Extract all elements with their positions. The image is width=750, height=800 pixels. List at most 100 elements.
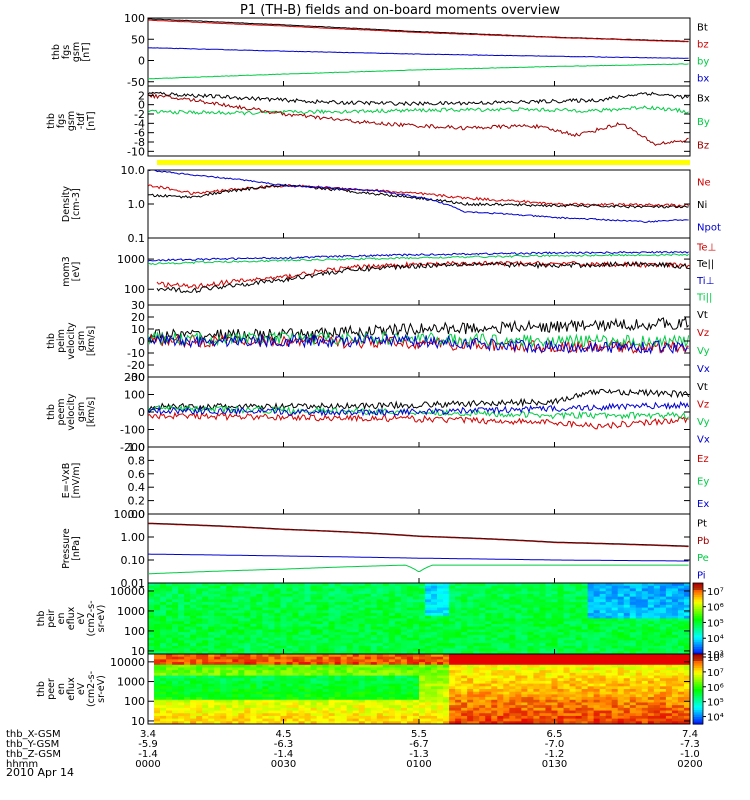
spec-cell bbox=[220, 656, 227, 660]
spec-cell bbox=[617, 667, 625, 671]
spec-cell bbox=[425, 648, 432, 652]
spec-cell bbox=[443, 662, 450, 666]
spec-cell bbox=[593, 621, 601, 625]
spec-cell bbox=[304, 672, 312, 677]
spec-cell bbox=[202, 618, 209, 622]
spec-cell bbox=[412, 648, 420, 652]
spec-cell bbox=[611, 702, 619, 706]
spec-cell bbox=[449, 699, 456, 704]
spec-cell bbox=[467, 721, 474, 724]
spec-cell bbox=[527, 588, 535, 592]
spec-cell bbox=[575, 632, 583, 636]
legend-label: Pi bbox=[697, 570, 706, 581]
spec-cell bbox=[509, 585, 516, 590]
spec-cell bbox=[238, 643, 245, 647]
colorbar-cell bbox=[693, 651, 703, 655]
spec-cell bbox=[154, 678, 161, 682]
spec-cell bbox=[346, 675, 354, 679]
spec-cell bbox=[635, 651, 643, 654]
spec-cell bbox=[178, 588, 185, 592]
spec-cell bbox=[250, 670, 257, 674]
spec-cell bbox=[623, 596, 631, 600]
spec-cell bbox=[653, 645, 661, 650]
spec-cell bbox=[382, 710, 390, 714]
spec-cell bbox=[659, 643, 667, 647]
spec-cell bbox=[425, 615, 432, 620]
spec-cell bbox=[677, 697, 685, 701]
spec-cell bbox=[388, 683, 396, 687]
spec-cell bbox=[509, 675, 516, 679]
y-tick-label: 0.0 bbox=[128, 508, 146, 521]
spec-cell bbox=[599, 604, 607, 609]
spec-cell bbox=[304, 707, 312, 712]
spec-cell bbox=[419, 699, 426, 704]
spec-cell bbox=[346, 583, 354, 587]
spec-cell bbox=[569, 634, 577, 639]
spec-cell bbox=[635, 618, 643, 622]
spec-cell bbox=[346, 610, 354, 614]
spec-cell bbox=[629, 713, 637, 717]
spec-cell bbox=[461, 599, 468, 603]
spec-cell bbox=[509, 651, 516, 654]
spec-cell bbox=[268, 656, 276, 660]
spec-cell bbox=[431, 588, 438, 592]
spec-cell bbox=[352, 610, 360, 614]
spec-cell bbox=[388, 626, 396, 631]
spec-cell bbox=[569, 675, 577, 679]
spec-cell bbox=[575, 721, 583, 724]
spec-cell bbox=[563, 691, 571, 695]
spec-cell bbox=[268, 699, 276, 704]
spec-cell bbox=[647, 585, 655, 590]
spec-cell bbox=[527, 651, 535, 654]
spec-cell bbox=[515, 583, 522, 587]
spec-cell bbox=[503, 705, 510, 709]
spec-cell bbox=[581, 654, 589, 658]
spec-cell bbox=[581, 715, 589, 720]
spec-cell bbox=[322, 645, 330, 650]
y-axis-label: peem bbox=[56, 399, 67, 426]
spec-cell bbox=[298, 664, 306, 669]
spec-cell bbox=[449, 667, 456, 671]
spec-cell bbox=[677, 591, 685, 595]
spec-cell bbox=[376, 640, 384, 644]
spec-cell bbox=[563, 632, 571, 636]
spec-cell bbox=[473, 678, 480, 682]
spec-cell bbox=[166, 713, 173, 717]
y-axis-label: gsm bbox=[66, 111, 77, 131]
spec-cell bbox=[160, 707, 167, 712]
spec-cell bbox=[563, 680, 571, 685]
spec-cell bbox=[491, 659, 498, 663]
spec-cell bbox=[437, 705, 444, 709]
spec-cell bbox=[461, 672, 468, 677]
spec-cell bbox=[575, 634, 583, 639]
spec-cell bbox=[677, 621, 685, 625]
spec-cell bbox=[611, 632, 619, 636]
spec-cell bbox=[419, 583, 426, 587]
spec-cell bbox=[382, 621, 390, 625]
spec-cell bbox=[635, 667, 643, 671]
spec-cell bbox=[256, 694, 264, 698]
spec-cell bbox=[262, 583, 270, 587]
spec-cell bbox=[304, 602, 312, 606]
spec-cell bbox=[232, 585, 239, 590]
spec-cell bbox=[256, 654, 264, 658]
spec-cell bbox=[419, 683, 426, 687]
spec-cell bbox=[274, 634, 282, 639]
spec-cell bbox=[485, 707, 492, 712]
spec-cell bbox=[184, 721, 191, 724]
spec-cell bbox=[539, 691, 547, 695]
spec-cell bbox=[521, 621, 528, 625]
spec-cell bbox=[328, 656, 336, 660]
spec-cell bbox=[587, 599, 595, 603]
spec-cell bbox=[509, 715, 516, 720]
spec-cell bbox=[400, 591, 408, 595]
spec-cell bbox=[358, 626, 366, 631]
spec-cell bbox=[172, 694, 179, 698]
spec-cell bbox=[280, 707, 288, 712]
spec-cell bbox=[455, 715, 462, 720]
series-group bbox=[148, 18, 689, 80]
spec-cell bbox=[214, 618, 221, 622]
spec-cell bbox=[412, 689, 420, 693]
spec-cell bbox=[154, 715, 161, 720]
spec-cell bbox=[394, 678, 402, 682]
